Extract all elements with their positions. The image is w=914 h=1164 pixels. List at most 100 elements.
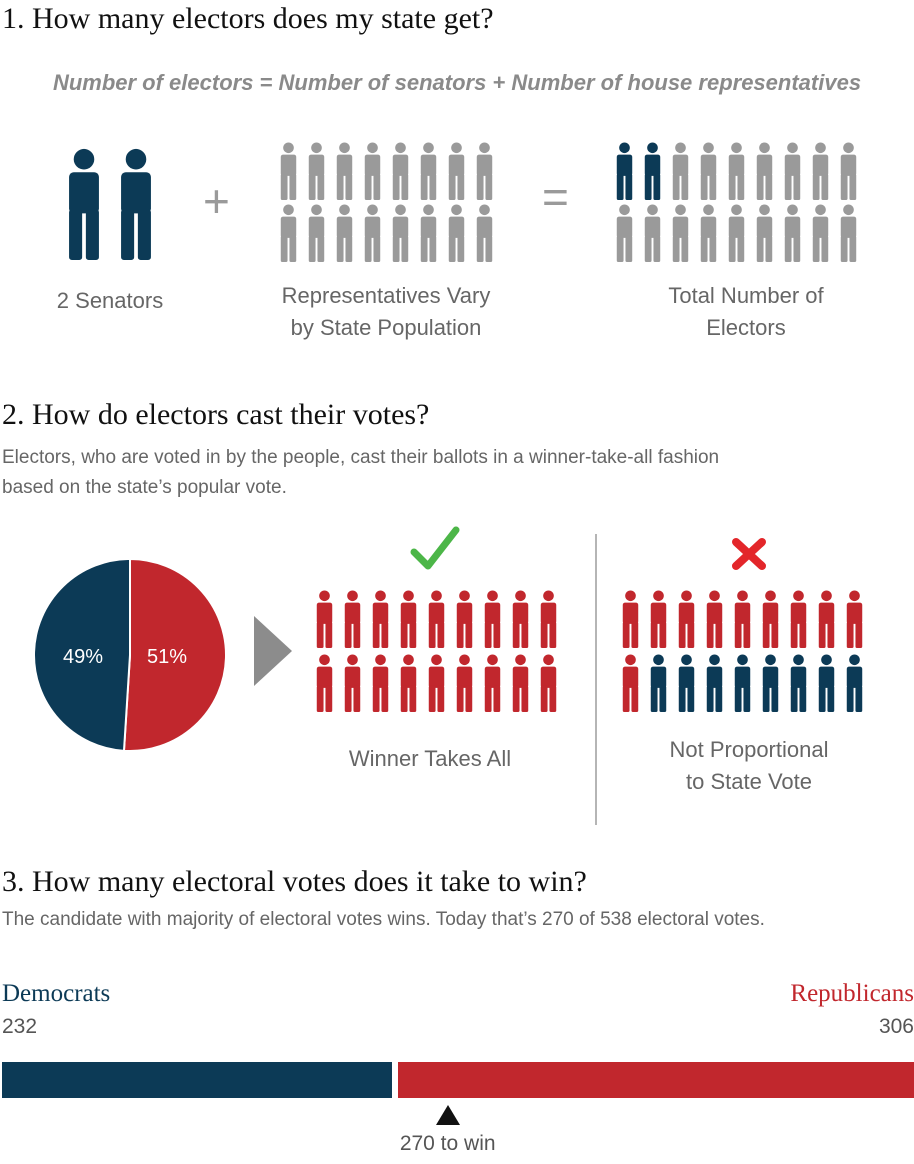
electoral-vote-bar (2, 1062, 914, 1098)
elector-icon (678, 654, 695, 712)
representatives-icons (278, 142, 500, 262)
elector-icon (846, 654, 863, 712)
winner-takes-all-grid (316, 590, 557, 712)
elector-icon (762, 654, 779, 712)
democrats-bar (2, 1062, 393, 1098)
equals-sign: = (542, 171, 569, 223)
elector-icon (616, 142, 633, 200)
elector-icon (734, 590, 751, 648)
elector-icon (644, 142, 661, 200)
elector-icon (644, 204, 661, 262)
representatives-caption: Representatives Vary by State Population (246, 280, 526, 344)
not-proportional-caption-line2: to State Vote (686, 769, 812, 794)
elector-icon (372, 590, 389, 648)
section2-description-line2: based on the state’s popular vote. (2, 477, 287, 498)
total-caption-line2: Electors (706, 315, 786, 340)
not-proportional-icons (620, 590, 870, 712)
not-proportional-caption-line1: Not Proportional (669, 737, 829, 762)
pie-dem-label: 49% (63, 646, 104, 668)
pie-chart (32, 557, 227, 752)
elector-icon (790, 654, 807, 712)
elector-icon (512, 654, 529, 712)
representative-icon (364, 142, 381, 200)
elector-icon (650, 654, 667, 712)
representative-icon (448, 142, 465, 200)
representative-icon (308, 142, 325, 200)
elector-icon (700, 142, 717, 200)
arrow-right-icon (254, 616, 294, 691)
representative-icon (420, 204, 437, 262)
senator-icon (69, 148, 99, 260)
section1-title: 1. How many electors does my state get? (2, 2, 494, 35)
democrats-votes: 232 (2, 1015, 38, 1038)
elector-icon (728, 204, 745, 262)
senators-caption: 2 Senators (56, 288, 164, 313)
elector-icon (818, 654, 835, 712)
representative-icon (364, 204, 381, 262)
elector-icon (818, 590, 835, 648)
elector-icon (756, 204, 773, 262)
representative-icon (336, 204, 353, 262)
elector-icon (756, 142, 773, 200)
elector-icon (812, 204, 829, 262)
total-caption-line1: Total Number of (668, 283, 824, 308)
section3-title: 3. How many electoral votes does it take… (2, 865, 587, 898)
section2-title: 2. How do electors cast their votes? (2, 398, 430, 431)
total-caption: Total Number of Electors (616, 280, 876, 344)
elector-icon (484, 654, 501, 712)
elector-icon (428, 654, 445, 712)
democrats-label: Democrats (2, 980, 111, 1007)
winner-caption: Winner Takes All (348, 746, 512, 771)
elector-icon (484, 590, 501, 648)
elector-icon (700, 204, 717, 262)
senators-icons (69, 148, 151, 260)
elector-icon (512, 590, 529, 648)
representative-icon (420, 142, 437, 200)
elector-icon (784, 204, 801, 262)
elector-icon (428, 590, 445, 648)
senator-icon (121, 148, 151, 260)
win-threshold-marker: 270 to win (368, 1105, 528, 1156)
elector-icon (540, 590, 557, 648)
section2-description-line1: Electors, who are voted in by the people… (2, 447, 720, 468)
representatives-caption-line2: by State Population (290, 315, 482, 340)
section2-divider (595, 534, 597, 825)
republicans-bar (398, 1062, 914, 1098)
elector-icon (728, 142, 745, 200)
elector-icon (790, 590, 807, 648)
representative-icon (476, 204, 493, 262)
elector-icon (372, 654, 389, 712)
elector-icon (344, 654, 361, 712)
representatives-caption-line1: Representatives Vary (281, 283, 491, 308)
not-proportional-caption: Not Proportional to State Vote (620, 734, 878, 798)
representative-icon (392, 204, 409, 262)
elector-icon (616, 204, 633, 262)
not-proportional-grid (622, 590, 863, 712)
elector-icon (344, 590, 361, 648)
check-icon (410, 526, 460, 577)
elector-icon (840, 142, 857, 200)
representative-icon (476, 142, 493, 200)
winner-takes-all-icons (314, 590, 564, 712)
triangle-up-icon (435, 1105, 460, 1125)
section3-description: The candidate with majority of electoral… (2, 909, 765, 930)
elector-icon (706, 590, 723, 648)
elector-icon (622, 590, 639, 648)
elector-icon (622, 654, 639, 712)
elector-icon (840, 204, 857, 262)
elector-icon (400, 654, 417, 712)
pie-rep-label: 51% (147, 646, 188, 668)
cross-icon (731, 538, 767, 575)
elector-icon (784, 142, 801, 200)
elector-icon (762, 590, 779, 648)
section2-description: Electors, who are voted in by the people… (2, 443, 719, 503)
representative-icon (392, 142, 409, 200)
elector-icon (316, 654, 333, 712)
representative-icon (308, 204, 325, 262)
plus-sign: + (203, 175, 230, 227)
elector-icon (672, 142, 689, 200)
republicans-label: Republicans (790, 980, 914, 1007)
elector-icon (540, 654, 557, 712)
elector-icon (706, 654, 723, 712)
representative-icon (280, 142, 297, 200)
